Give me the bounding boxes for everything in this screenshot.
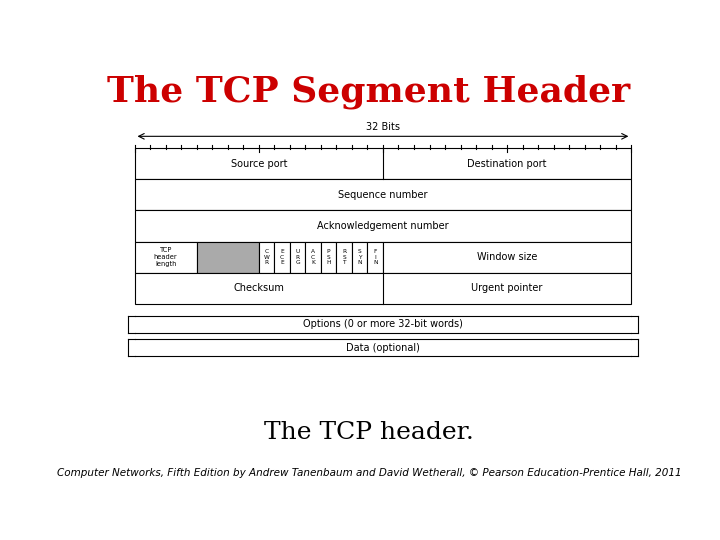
FancyBboxPatch shape	[336, 241, 352, 273]
FancyBboxPatch shape	[197, 241, 258, 273]
Text: The TCP header.: The TCP header.	[264, 421, 474, 444]
Text: Computer Networks, Fifth Edition by Andrew Tanenbaum and David Wetherall, © Pear: Computer Networks, Fifth Edition by Andr…	[57, 468, 681, 478]
Text: Data (optional): Data (optional)	[346, 342, 420, 353]
Text: Sequence number: Sequence number	[338, 190, 428, 200]
FancyBboxPatch shape	[135, 273, 631, 304]
FancyBboxPatch shape	[135, 210, 631, 241]
Text: Checksum: Checksum	[233, 284, 284, 293]
Text: S
Y
N: S Y N	[357, 249, 362, 265]
Text: E
C
E: E C E	[280, 249, 284, 265]
Text: F
I
N: F I N	[373, 249, 377, 265]
FancyBboxPatch shape	[383, 241, 631, 273]
Text: C
W
R: C W R	[264, 249, 269, 265]
Text: Acknowledgement number: Acknowledgement number	[317, 221, 449, 231]
Text: A
C
K: A C K	[311, 249, 315, 265]
Text: Urgent pointer: Urgent pointer	[472, 284, 543, 293]
FancyBboxPatch shape	[274, 241, 290, 273]
Text: 32 Bits: 32 Bits	[366, 122, 400, 132]
FancyBboxPatch shape	[135, 148, 631, 179]
FancyBboxPatch shape	[305, 241, 321, 273]
Text: Destination port: Destination port	[467, 159, 547, 168]
FancyBboxPatch shape	[258, 241, 274, 273]
Text: P
S
H: P S H	[326, 249, 331, 265]
Text: The TCP Segment Header: The TCP Segment Header	[107, 75, 631, 109]
FancyBboxPatch shape	[290, 241, 305, 273]
Text: Options (0 or more 32-bit words): Options (0 or more 32-bit words)	[303, 319, 463, 329]
FancyBboxPatch shape	[352, 241, 367, 273]
FancyBboxPatch shape	[135, 241, 197, 273]
Text: TCP
header
length: TCP header length	[154, 247, 178, 267]
Text: Window size: Window size	[477, 252, 537, 262]
Text: Source port: Source port	[230, 159, 287, 168]
FancyBboxPatch shape	[367, 241, 383, 273]
Text: U
R
G: U R G	[295, 249, 300, 265]
Text: R
S
T: R S T	[342, 249, 346, 265]
FancyBboxPatch shape	[135, 179, 631, 210]
FancyBboxPatch shape	[321, 241, 336, 273]
